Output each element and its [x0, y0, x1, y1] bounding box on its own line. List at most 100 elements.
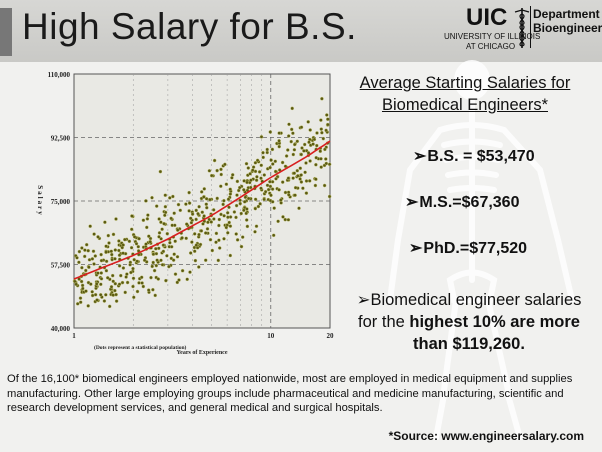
scatter-point — [154, 204, 159, 208]
scatter-point — [165, 231, 170, 236]
scatter-point — [114, 292, 118, 297]
top-salary-note-emphasis: highest 10% are more than $119,260. — [409, 313, 580, 353]
scatter-point — [277, 188, 281, 192]
scatter-point — [189, 220, 194, 225]
scatter-point — [292, 142, 297, 147]
scatter-point — [131, 266, 135, 271]
scatter-point — [234, 215, 238, 220]
scatter-point — [78, 296, 83, 300]
scatter-point — [103, 220, 107, 224]
scatter-point — [107, 241, 111, 245]
scatter-point — [209, 173, 214, 178]
scatter-point — [225, 210, 230, 215]
scatter-point — [300, 146, 304, 150]
scatter-point — [289, 139, 294, 144]
scatter-point — [154, 263, 159, 268]
scatter-point — [299, 125, 304, 129]
scatter-point — [165, 253, 169, 258]
scatter-point — [171, 194, 175, 199]
scatter-point — [226, 197, 231, 201]
scatter-point — [251, 165, 256, 169]
scatter-point — [235, 238, 240, 242]
scatter-point — [222, 198, 226, 203]
scatter-point — [162, 221, 166, 226]
scatter-point — [291, 152, 296, 157]
scatter-point — [245, 224, 250, 229]
scatter-point — [117, 248, 121, 253]
scatter-point — [169, 216, 173, 221]
scatter-point — [265, 147, 270, 152]
scatter-point — [153, 293, 157, 298]
scatter-point — [206, 220, 210, 225]
scatter-point — [272, 206, 277, 210]
scatter-point — [113, 248, 118, 252]
scatter-point — [199, 229, 204, 233]
scatter-point — [261, 155, 266, 160]
scatter-point — [117, 264, 122, 268]
scatter-point — [227, 220, 231, 225]
scatter-point — [167, 196, 172, 200]
stat-phd: ➢PhD.=$77,520 — [409, 238, 527, 258]
scatter-point — [243, 195, 248, 200]
scatter-point — [314, 143, 319, 148]
scatter-point — [227, 205, 231, 210]
scatter-point — [304, 191, 309, 195]
scatter-point — [237, 185, 242, 190]
scatter-point — [148, 239, 152, 244]
scatter-point — [157, 231, 162, 235]
scatter-point — [124, 275, 128, 279]
source-citation: *Source: www.engineersalary.com — [388, 429, 584, 443]
scatter-point — [163, 204, 168, 209]
scatter-point — [323, 147, 327, 152]
scatter-point — [284, 154, 289, 158]
scatter-point — [151, 260, 155, 265]
scatter-point — [320, 130, 324, 135]
scatter-point — [120, 245, 124, 250]
scatter-point — [306, 120, 311, 124]
scatter-point — [111, 293, 115, 297]
scatter-point — [107, 304, 112, 309]
scatter-point — [90, 257, 95, 261]
scatter-point — [139, 275, 144, 280]
scatter-point — [135, 289, 140, 294]
scatter-point — [84, 242, 89, 247]
scatter-point — [197, 232, 201, 237]
scatter-point — [73, 279, 77, 284]
scatter-point — [137, 236, 141, 241]
y-tick-label: 92,500 — [51, 135, 71, 143]
scatter-point — [238, 201, 242, 206]
scatter-point — [319, 127, 324, 131]
scatter-point — [222, 236, 226, 241]
scatter-point — [190, 240, 194, 244]
scatter-point — [242, 199, 247, 204]
salaries-heading-line1: Average Starting Salaries for — [359, 74, 571, 92]
scatter-point — [216, 258, 221, 263]
salary-scatter-chart: 40,000 57,500 75,000 92,500 110,000 1 10 20 Year… — [36, 71, 334, 356]
scatter-point — [230, 173, 235, 177]
scatter-point — [75, 255, 79, 260]
scatter-point — [111, 279, 115, 284]
scatter-point — [169, 244, 174, 249]
scatter-point — [87, 265, 91, 269]
scatter-point — [286, 190, 291, 195]
scatter-point — [194, 243, 199, 247]
scatter-point — [88, 224, 92, 228]
scatter-point — [319, 165, 324, 169]
scatter-point — [250, 168, 255, 172]
scatter-point — [286, 176, 291, 180]
scatter-point — [322, 183, 327, 188]
scatter-point — [109, 249, 114, 254]
scatter-point — [218, 184, 223, 188]
scatter-point — [104, 250, 108, 254]
scatter-point — [154, 251, 159, 256]
scatter-point — [77, 249, 82, 254]
scatter-point — [217, 223, 221, 228]
scatter-point — [268, 165, 272, 170]
scatter-point — [114, 299, 119, 303]
slide-title: High Salary for B.S. — [22, 6, 357, 47]
chart-note: (Dots represent a statistical population… — [94, 344, 187, 351]
scatter-point — [106, 233, 111, 238]
scatter-point — [222, 213, 226, 218]
scatter-point — [304, 179, 309, 183]
scatter-point — [117, 253, 122, 257]
